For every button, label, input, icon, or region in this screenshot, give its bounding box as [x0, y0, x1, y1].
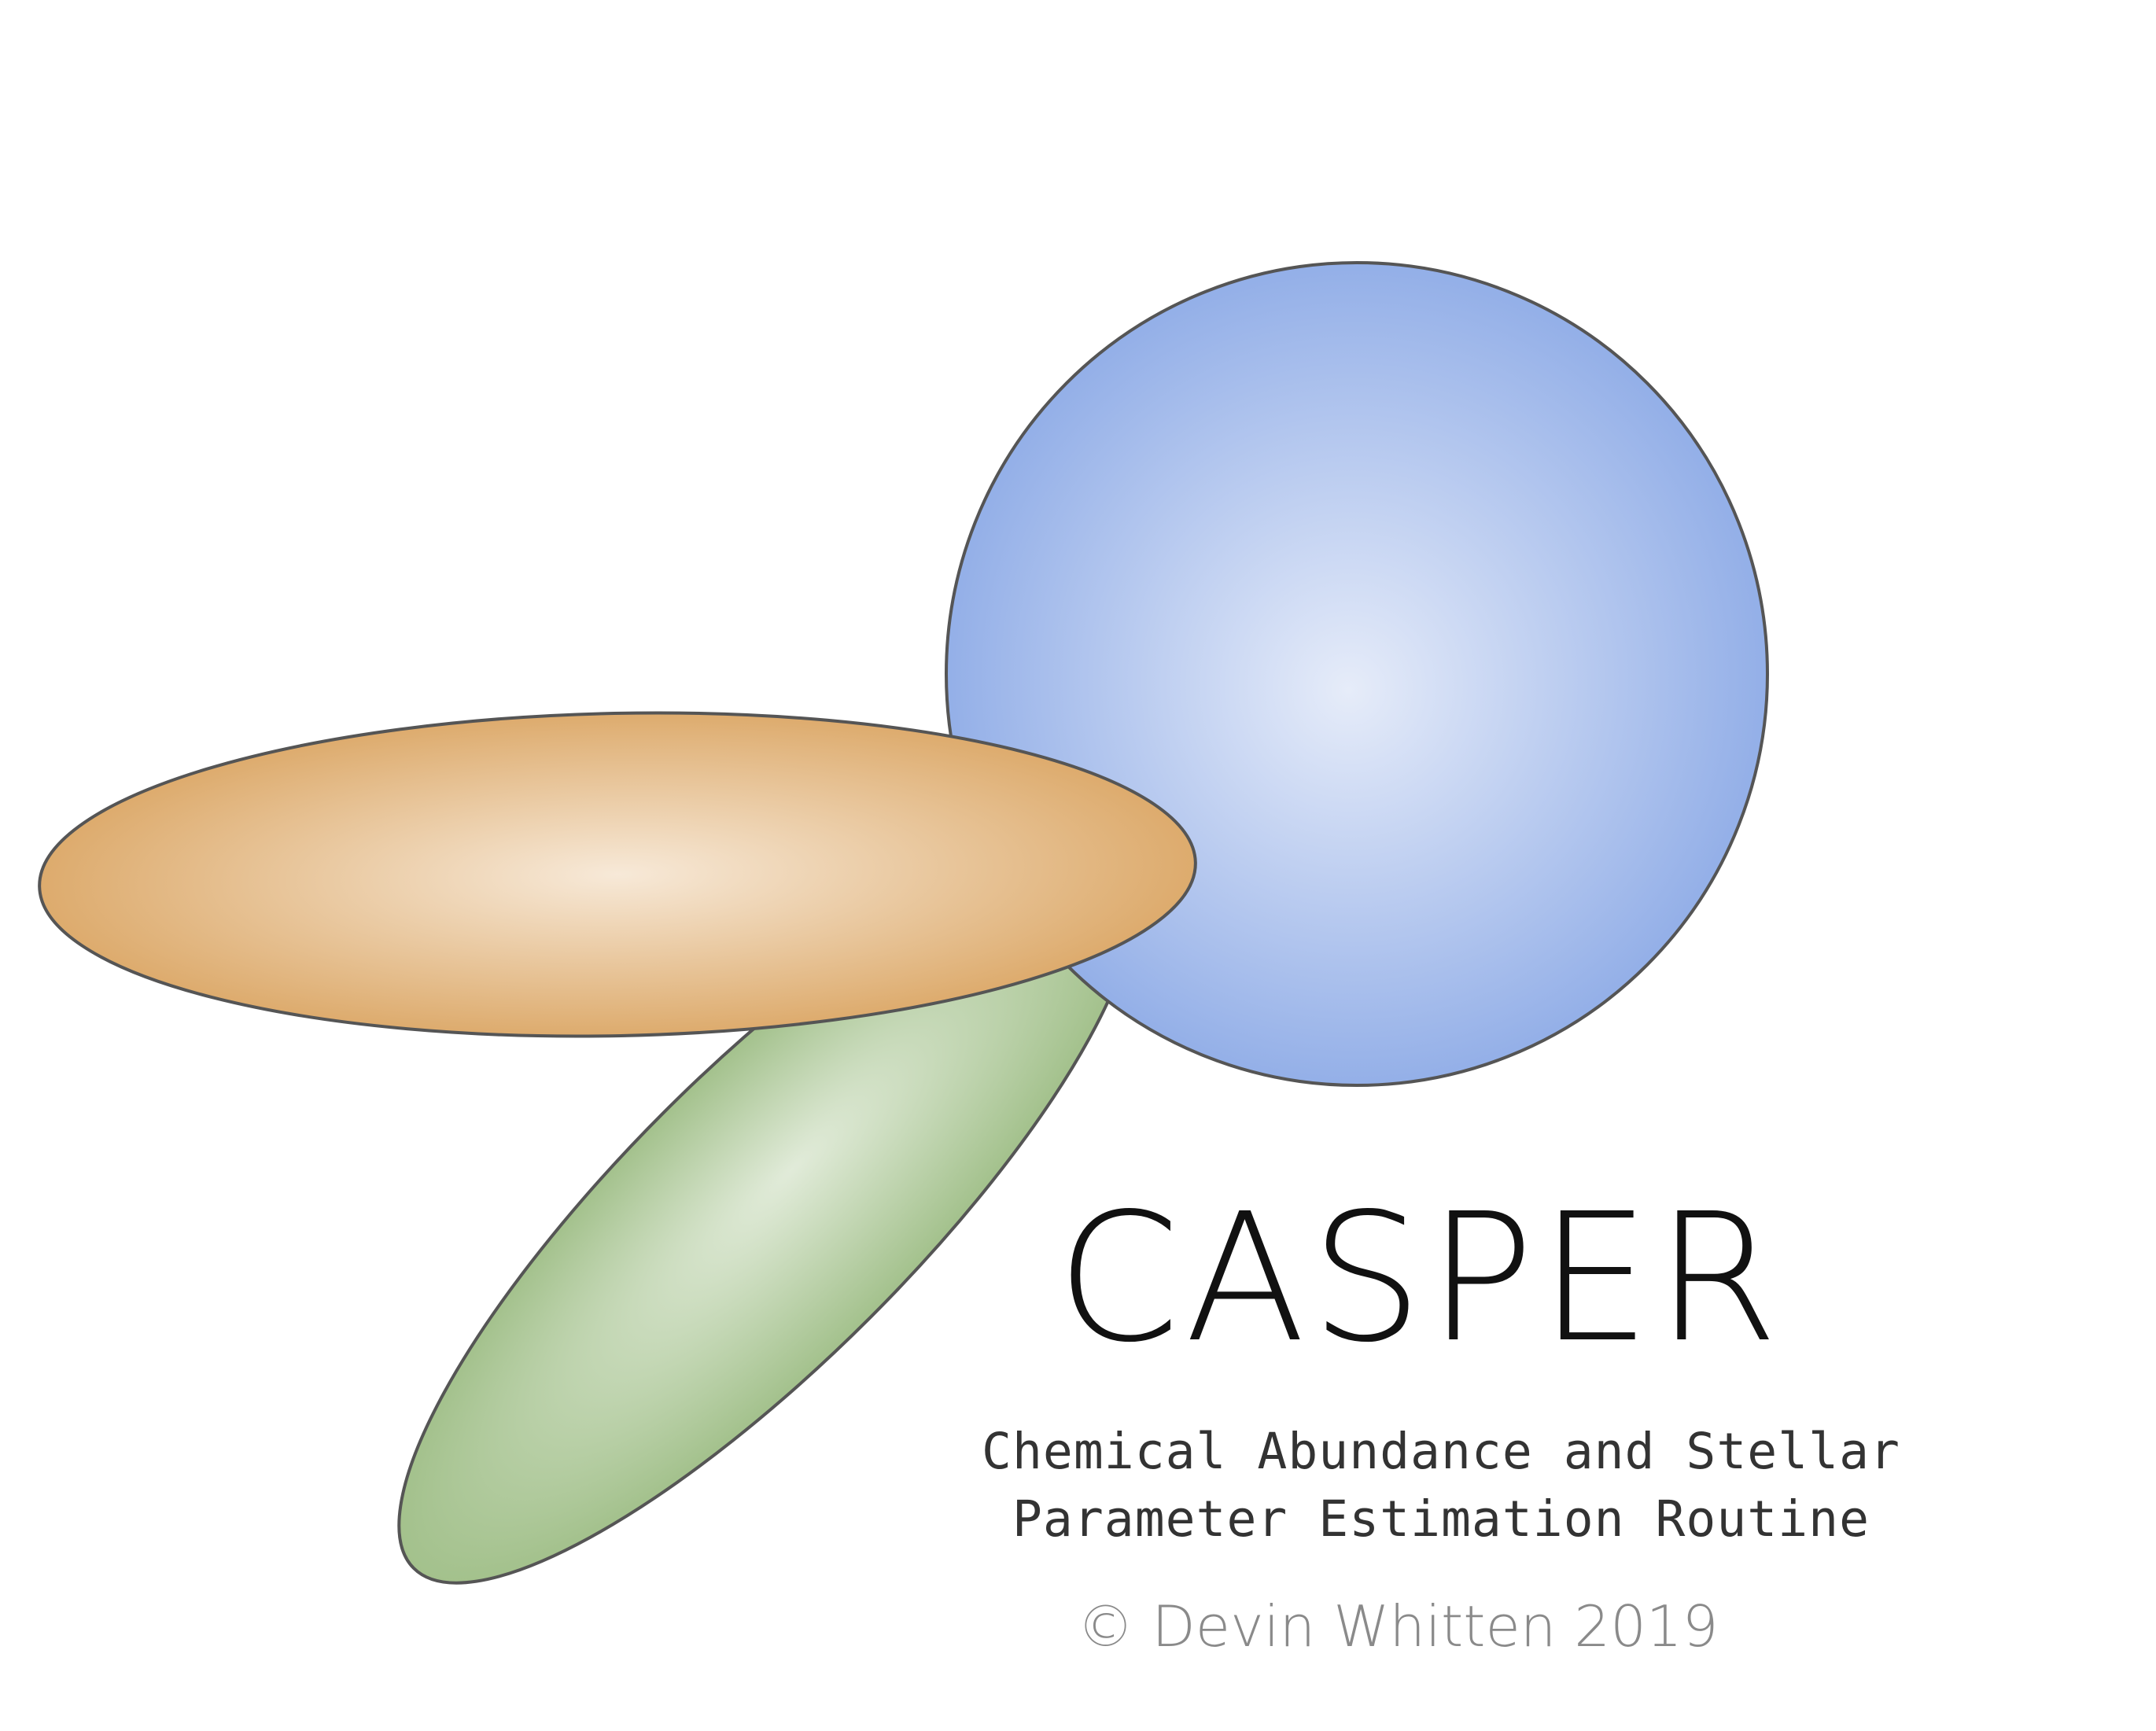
tagline-line-1: Chemical Abundance and Stellar: [982, 1423, 1900, 1480]
logo-wordmark: CASPER: [1056, 1176, 1783, 1382]
copyright-notice: © Devin Whitten 2019: [1077, 1593, 1718, 1659]
tagline-line-2: Parameter Estimation Routine: [1012, 1490, 1870, 1548]
orange-ellipse-icon: [38, 711, 1197, 1038]
